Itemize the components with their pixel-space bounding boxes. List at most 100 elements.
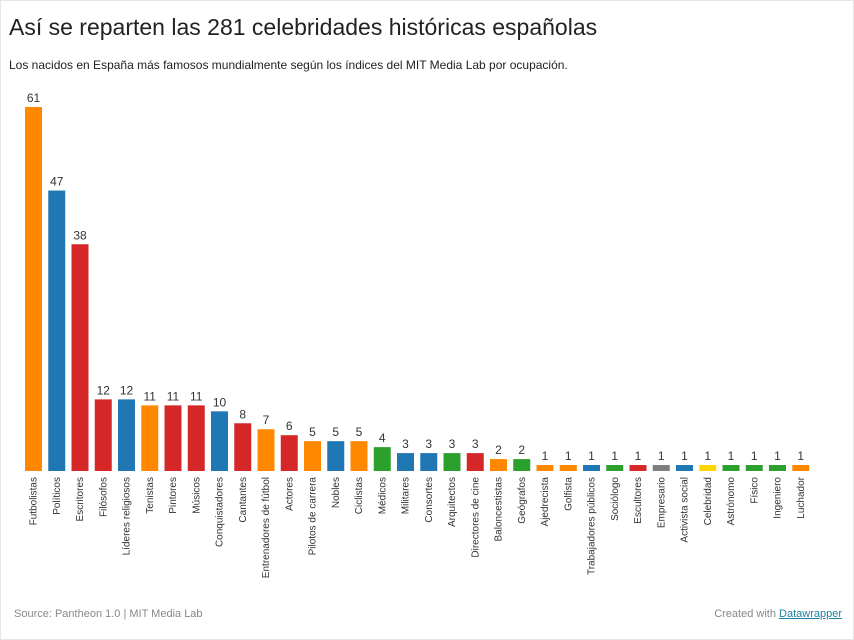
data-label-29: 1 bbox=[704, 449, 711, 463]
x-tick-label-21: Geógrafos bbox=[517, 477, 528, 524]
bar-33 bbox=[792, 465, 810, 471]
data-label-6: 11 bbox=[167, 389, 180, 403]
x-tick-label-24: Trabajadores públicos bbox=[587, 477, 598, 575]
x-tick-label-33: Luchador bbox=[796, 476, 807, 518]
bar-0 bbox=[25, 107, 42, 471]
data-label-20: 2 bbox=[495, 443, 502, 457]
bar-20 bbox=[490, 459, 507, 471]
x-tick-label-29: Celebridad bbox=[703, 477, 714, 525]
data-label-15: 4 bbox=[379, 431, 386, 445]
bar-3 bbox=[94, 399, 112, 471]
bar-17 bbox=[420, 453, 438, 471]
data-label-25: 1 bbox=[611, 449, 618, 463]
bar-32 bbox=[769, 465, 786, 471]
bar-16 bbox=[397, 453, 414, 471]
x-tick-label-23: Golfista bbox=[563, 477, 574, 511]
data-label-24: 1 bbox=[588, 449, 595, 463]
bar-8 bbox=[211, 411, 228, 471]
bar-28 bbox=[676, 465, 693, 471]
x-tick-label-0: Futbolistas bbox=[29, 477, 40, 525]
data-label-8: 10 bbox=[213, 395, 227, 409]
bar-2 bbox=[71, 244, 89, 471]
data-label-2: 38 bbox=[73, 228, 87, 242]
credit-text: Created with bbox=[714, 608, 776, 620]
x-tick-label-7: Músicos bbox=[191, 477, 202, 514]
x-tick-label-9: Cantantes bbox=[238, 477, 249, 523]
bar-25 bbox=[606, 465, 624, 471]
x-tick-label-22: Ajedrecista bbox=[540, 477, 551, 527]
x-tick-label-17: Consortes bbox=[424, 477, 435, 523]
bar-18 bbox=[443, 453, 461, 471]
x-tick-label-3: Filósofos bbox=[98, 477, 109, 517]
data-label-33: 1 bbox=[797, 449, 804, 463]
data-label-7: 11 bbox=[190, 389, 203, 403]
data-label-10: 7 bbox=[263, 413, 270, 427]
data-label-0: 61 bbox=[27, 91, 41, 105]
bar-10 bbox=[257, 429, 275, 471]
bar-21 bbox=[513, 459, 531, 471]
bar-22 bbox=[536, 465, 554, 471]
x-tick-label-14: Ciclistas bbox=[354, 477, 365, 514]
data-label-23: 1 bbox=[565, 449, 572, 463]
data-label-4: 12 bbox=[120, 383, 134, 397]
data-label-28: 1 bbox=[681, 449, 688, 463]
bar-14 bbox=[350, 441, 368, 471]
x-tick-label-31: Físico bbox=[749, 477, 760, 504]
bar-26 bbox=[629, 465, 647, 471]
data-label-14: 5 bbox=[356, 425, 363, 439]
bar-19 bbox=[466, 453, 484, 471]
datawrapper-link[interactable]: Datawrapper bbox=[779, 608, 842, 620]
bar-30 bbox=[722, 465, 740, 471]
data-label-3: 12 bbox=[97, 383, 111, 397]
bar-29 bbox=[699, 465, 717, 471]
data-label-5: 11 bbox=[144, 389, 157, 403]
x-tick-label-1: Políticos bbox=[52, 477, 63, 515]
bar-6 bbox=[164, 405, 182, 471]
data-label-31: 1 bbox=[751, 449, 758, 463]
data-label-1: 47 bbox=[50, 175, 64, 189]
x-tick-label-6: Pintores bbox=[168, 477, 179, 514]
x-tick-label-25: Sociólogo bbox=[610, 477, 621, 521]
x-tick-label-16: Militares bbox=[401, 477, 412, 514]
data-label-32: 1 bbox=[774, 449, 781, 463]
x-tick-label-13: Nobles bbox=[331, 477, 342, 508]
x-tick-label-27: Empresario bbox=[656, 477, 667, 529]
bar-4 bbox=[118, 399, 135, 471]
x-tick-label-5: Tenistas bbox=[145, 477, 156, 514]
bar-12 bbox=[304, 441, 321, 471]
data-label-17: 3 bbox=[425, 437, 432, 451]
data-label-22: 1 bbox=[542, 449, 549, 463]
x-tick-label-26: Escultores bbox=[633, 477, 644, 524]
bar-24 bbox=[583, 465, 600, 471]
bar-13 bbox=[327, 441, 345, 471]
data-label-13: 5 bbox=[332, 425, 339, 439]
bar-31 bbox=[745, 465, 763, 471]
credit-note: Created with Datawrapper bbox=[714, 608, 842, 620]
bar-27 bbox=[652, 465, 670, 471]
chart-title: Así se reparten las 281 celebridades his… bbox=[9, 14, 598, 40]
x-tick-label-30: Astrónomo bbox=[726, 477, 737, 526]
x-tick-label-10: Entrenadores de fútbol bbox=[261, 477, 272, 578]
data-label-30: 1 bbox=[728, 449, 735, 463]
bar-chart: 61Futbolistas47Políticos38Escritores12Fi… bbox=[25, 91, 810, 578]
data-label-26: 1 bbox=[635, 449, 642, 463]
bar-7 bbox=[187, 405, 205, 471]
x-tick-label-28: Activista social bbox=[680, 477, 691, 543]
bar-15 bbox=[373, 447, 391, 471]
data-label-9: 8 bbox=[239, 407, 246, 421]
x-tick-label-20: Baloncestistas bbox=[494, 477, 505, 541]
data-label-27: 1 bbox=[658, 449, 665, 463]
x-tick-label-15: Médicos bbox=[377, 477, 388, 514]
x-tick-label-4: Líderes religiosos bbox=[122, 477, 133, 555]
bar-5 bbox=[141, 405, 159, 471]
bar-11 bbox=[280, 435, 298, 471]
data-label-11: 6 bbox=[286, 419, 293, 433]
bar-23 bbox=[559, 465, 577, 471]
x-tick-label-12: Pilotos de carrera bbox=[308, 477, 319, 556]
x-tick-label-32: Ingeniero bbox=[773, 477, 784, 519]
bar-9 bbox=[234, 423, 252, 471]
data-label-12: 5 bbox=[309, 425, 316, 439]
x-tick-label-18: Arquitectos bbox=[447, 477, 458, 527]
x-tick-label-11: Actores bbox=[284, 477, 295, 511]
chart-subtitle: Los nacidos en España más famosos mundia… bbox=[9, 58, 568, 72]
